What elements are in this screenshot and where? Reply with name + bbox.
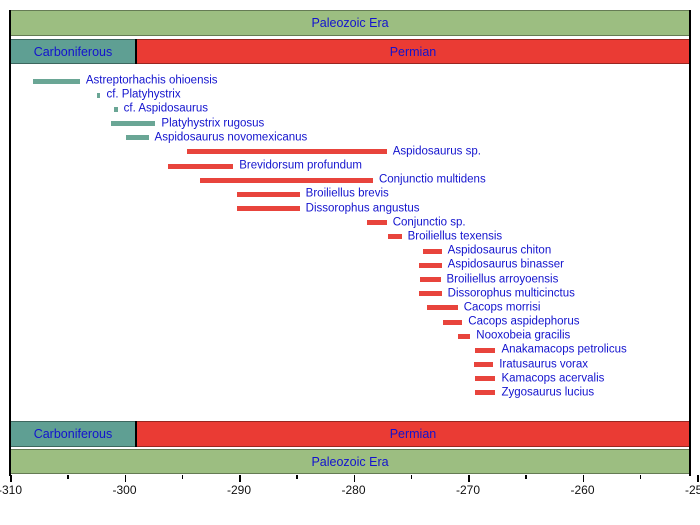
- x-axis-major-tick: [10, 475, 12, 482]
- x-axis-minor-tick: [525, 475, 527, 479]
- period-band-carboniferous-top: Carboniferous: [10, 39, 136, 64]
- x-axis-major-tick: [468, 475, 470, 482]
- taxon-label: Conjunctio sp.: [392, 216, 466, 229]
- taxon-label: cf. Platyhystrix: [106, 88, 181, 101]
- taxon-range-bar: [236, 206, 300, 212]
- taxon-range-bar: [418, 291, 442, 297]
- x-axis-major-tick: [124, 475, 126, 482]
- taxon-range-bar: [457, 333, 471, 339]
- period-band-permian-bottom: Permian: [135, 421, 690, 447]
- x-axis-tick-label: -280: [341, 483, 366, 497]
- taxon-range-bar: [474, 390, 496, 396]
- taxon-range-bar: [97, 92, 101, 98]
- taxon-label: Aspidosaurus novomexicanus: [154, 131, 308, 144]
- x-axis-major-tick: [239, 475, 241, 482]
- taxon-label: Astreptorhachis ohioensis: [85, 74, 218, 87]
- x-axis-major-tick: [697, 475, 699, 482]
- x-axis-tick-label: -250: [684, 483, 700, 497]
- period-boundary-line-top: [134, 39, 137, 64]
- taxon-range-bar: [110, 121, 156, 127]
- taxon-label: Anakamacops petrolicus: [501, 343, 627, 356]
- taxon-range-bar: [168, 163, 234, 169]
- taxon-range-bar: [418, 262, 442, 268]
- x-axis-tick-label: -310: [0, 483, 23, 497]
- taxon-label: Aspidosaurus chiton: [447, 244, 552, 257]
- taxon-label: Broiliellus texensis: [407, 230, 503, 243]
- taxon-label: Kamacops acervalis: [501, 372, 605, 385]
- x-axis-minor-tick: [639, 475, 642, 479]
- x-axis-minor-tick: [410, 475, 413, 479]
- taxon-label: Aspidosaurus binasser: [447, 258, 564, 271]
- taxon-range-bar: [442, 319, 463, 325]
- plot-frame-right-line: [689, 10, 691, 476]
- x-axis-major-tick: [582, 475, 584, 482]
- taxon-range-bar: [419, 277, 441, 283]
- era-band-paleozoic-top: Paleozoic Era: [10, 10, 690, 36]
- taxon-range-bar: [236, 191, 300, 197]
- period-boundary-line-bottom: [134, 421, 137, 447]
- taxon-range-bar: [125, 135, 149, 141]
- taxon-label: Platyhystrix rugosus: [161, 117, 265, 130]
- era-band-paleozoic-bottom-label: Paleozoic Era: [311, 454, 389, 469]
- taxon-range-bar: [423, 248, 442, 254]
- x-axis-major-tick: [353, 475, 355, 482]
- x-axis-tick-label: -300: [112, 483, 137, 497]
- x-axis-tick-label: -290: [226, 483, 252, 497]
- x-axis-minor-tick: [181, 475, 184, 479]
- period-band-permian-bottom-label: Permian: [389, 427, 437, 441]
- x-axis-minor-tick: [296, 475, 298, 479]
- plot-frame-left-line: [9, 10, 11, 476]
- era-band-paleozoic-bottom: Paleozoic Era: [10, 449, 690, 474]
- taxon-label: Iratusaurus vorax: [499, 358, 589, 371]
- taxon-label: Cacops morrisi: [463, 301, 541, 314]
- taxon-label: Broiliellus brevis: [305, 187, 389, 200]
- taxon-label: Zygosaurus lucius: [501, 386, 595, 399]
- taxon-label: Nooxobeia gracilis: [476, 329, 571, 342]
- taxon-range-bar: [114, 106, 118, 112]
- taxon-range-bar: [187, 149, 387, 155]
- taxon-label: cf. Aspidosaurus: [123, 102, 209, 115]
- taxon-range-bar: [474, 347, 496, 353]
- period-band-permian-top: Permian: [135, 39, 690, 64]
- period-band-carboniferous-bottom: Carboniferous: [10, 421, 136, 447]
- taxon-label: Conjunctio multidens: [378, 173, 486, 186]
- taxon-range-bar: [32, 78, 80, 84]
- taxon-range-bar: [387, 234, 402, 240]
- taxon-range-bar: [200, 177, 373, 183]
- x-axis-tick-label: -260: [570, 483, 595, 497]
- taxon-label: Dissorophus angustus: [305, 202, 420, 215]
- taxon-label: Broiliellus arroyoensis: [446, 273, 559, 286]
- period-band-carboniferous-bottom-label: Carboniferous: [33, 427, 113, 441]
- taxon-range-bar: [367, 220, 387, 226]
- taxon-label: Aspidosaurus sp.: [392, 145, 481, 158]
- era-band-paleozoic-top-label: Paleozoic Era: [311, 16, 389, 30]
- period-band-carboniferous-top-label: Carboniferous: [33, 44, 113, 59]
- x-axis-minor-tick: [67, 475, 69, 479]
- taxon-label: Cacops aspidephorus: [468, 315, 580, 328]
- taxon-range-bar: [426, 305, 458, 311]
- taxon-label: Brevidorsum profundum: [239, 159, 362, 172]
- taxon-range-bar: [473, 362, 494, 368]
- taxon-label: Dissorophus multicinctus: [447, 287, 575, 300]
- x-axis-tick-label: -270: [455, 483, 481, 497]
- period-band-permian-top-label: Permian: [389, 44, 437, 59]
- taxon-range-bar: [474, 376, 496, 382]
